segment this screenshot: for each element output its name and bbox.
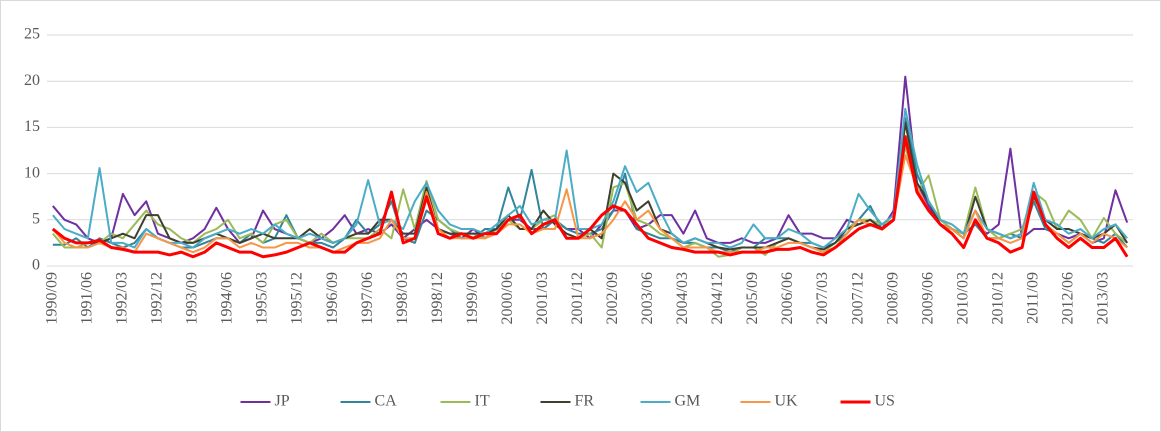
legend-label: GM	[675, 393, 701, 410]
x-tick-label: 2002/09	[604, 272, 621, 324]
y-tick-label: 15	[24, 118, 40, 135]
x-tick-label: 1991/06	[79, 272, 96, 324]
x-tick-label: 2008/09	[884, 272, 901, 324]
x-tick-label: 1996/09	[324, 272, 341, 324]
legend-label: FR	[575, 393, 595, 410]
x-tick-label: 2003/06	[639, 272, 656, 324]
series-line	[52, 144, 1128, 258]
y-tick-label: 20	[24, 72, 40, 89]
series-line	[51, 135, 1129, 259]
legend-label: US	[875, 393, 895, 410]
x-tick-label: 1999/09	[464, 272, 481, 324]
x-tick-label: 2011/09	[1024, 272, 1041, 324]
x-tick-label: 2007/12	[849, 272, 866, 324]
x-tick-label: 2000/06	[499, 272, 516, 324]
legend-label: CA	[375, 393, 398, 410]
x-tick-label: 2012/06	[1059, 272, 1076, 324]
x-tick-label: 2004/03	[674, 272, 691, 324]
series-line	[52, 154, 1128, 254]
legend-label: JP	[275, 393, 290, 410]
y-tick-label: 0	[32, 257, 40, 274]
x-tick-label: 2013/03	[1094, 272, 1111, 324]
y-tick-label: 5	[32, 210, 40, 227]
x-tick-label: 1998/03	[394, 272, 411, 324]
x-tick-label: 1993/09	[184, 272, 201, 324]
x-tick-label: 1990/09	[44, 272, 61, 324]
x-tick-label: 1995/03	[254, 272, 271, 324]
x-tick-label: 2010/12	[989, 272, 1006, 324]
y-tick-label: 10	[24, 164, 40, 181]
x-tick-label: 1998/12	[429, 272, 446, 324]
x-tick-label: 2009/06	[919, 272, 936, 324]
x-tick-label: 1992/12	[149, 272, 166, 324]
x-tick-label: 2007/03	[814, 272, 831, 324]
x-tick-label: 2005/09	[744, 272, 761, 324]
x-tick-label: 1995/12	[289, 272, 306, 324]
x-tick-label: 2010/03	[954, 272, 971, 324]
legend-label: UK	[775, 393, 799, 410]
x-tick-label: 1994/06	[219, 272, 236, 324]
x-tick-label: 1997/06	[359, 272, 376, 324]
x-tick-label: 2004/12	[709, 272, 726, 324]
y-tick-label: 25	[24, 26, 40, 43]
x-tick-label: 2001/03	[534, 272, 551, 324]
x-tick-label: 2001/12	[569, 272, 586, 324]
x-tick-label: 1992/03	[114, 272, 131, 324]
x-tick-label: 2006/06	[779, 272, 796, 324]
legend-label: IT	[475, 393, 490, 410]
